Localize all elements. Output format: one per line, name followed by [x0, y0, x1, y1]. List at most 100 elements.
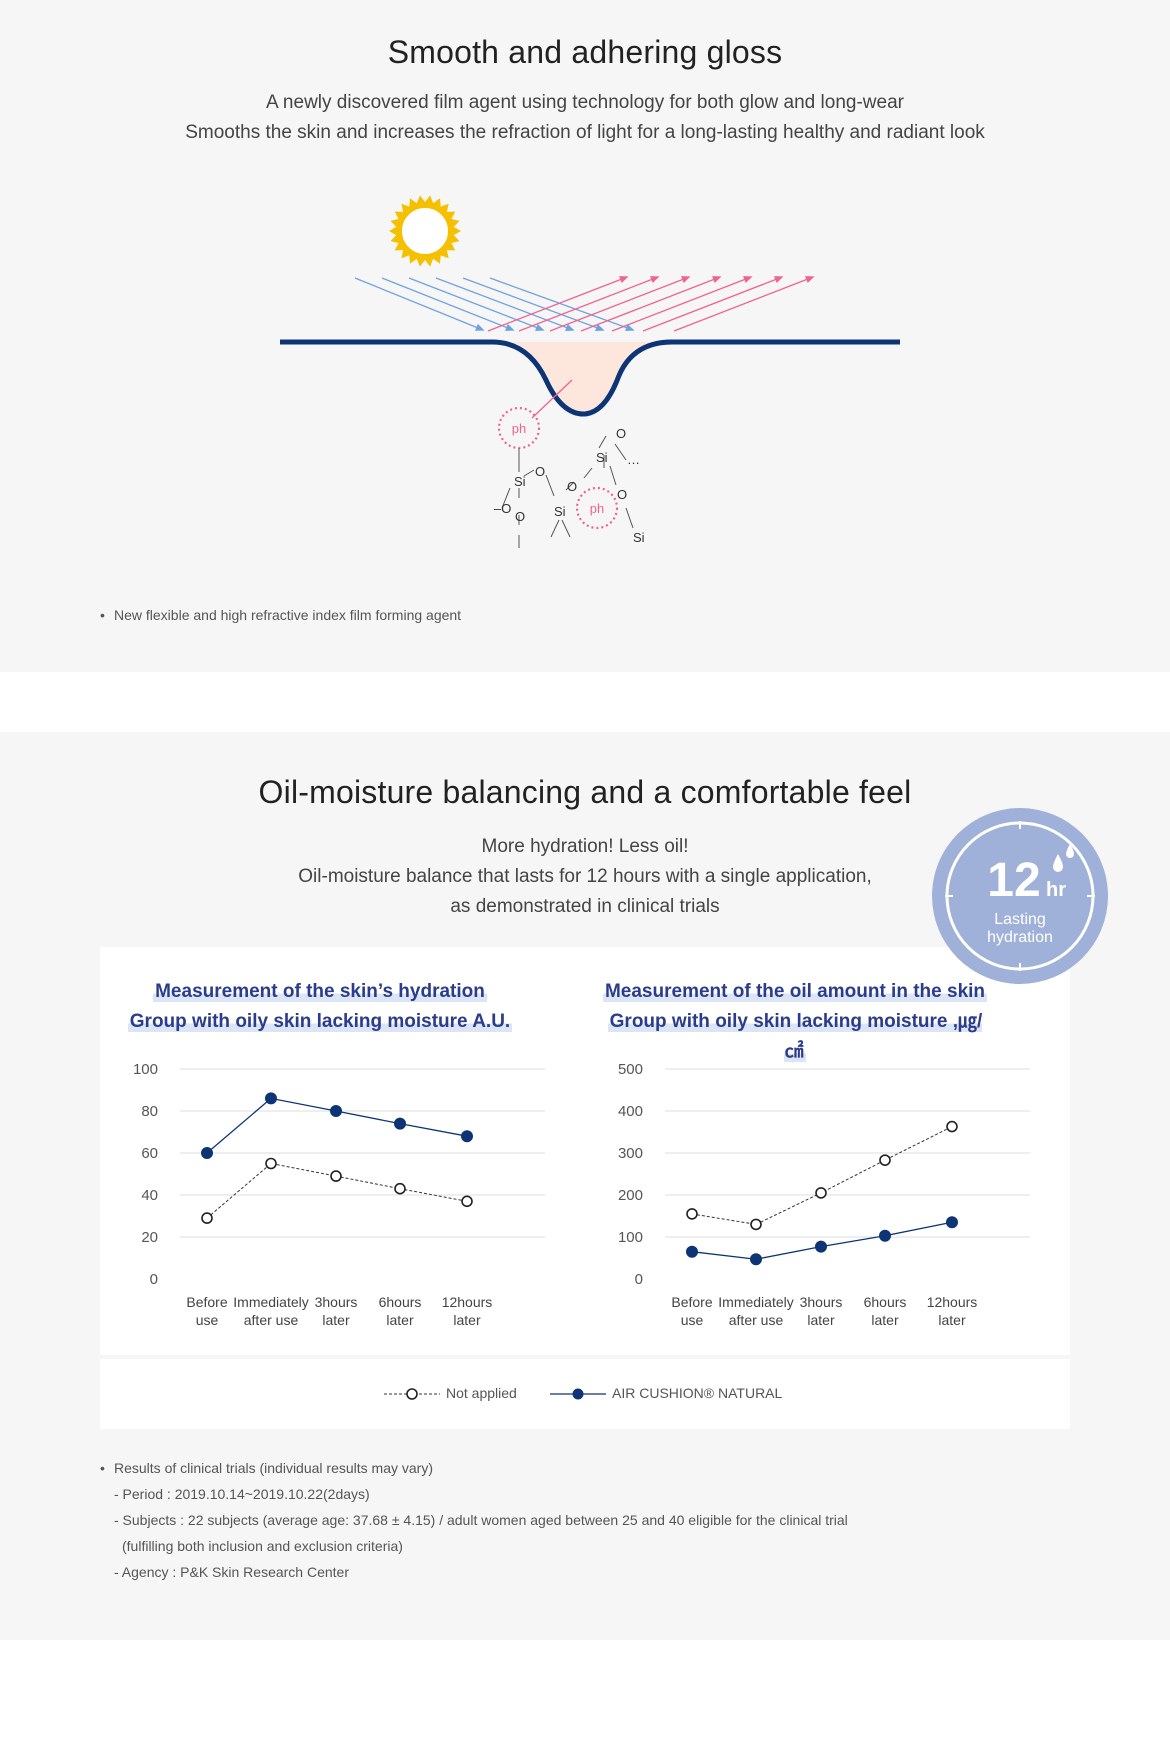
- data-point: [394, 1182, 406, 1195]
- data-point: [946, 1120, 958, 1133]
- incoming-ray: [489, 277, 634, 331]
- charts-panel: Measurement of the skin’s hydration Grou…: [100, 947, 1070, 1355]
- open-circle-marker-icon: [384, 1388, 440, 1401]
- incoming-ray: [462, 277, 604, 331]
- data-point: [461, 1130, 473, 1143]
- x-tick-label: 6hours: [379, 1294, 422, 1310]
- footnote-subjects-cont: (fulfilling both inclusion and exclusion…: [122, 1538, 403, 1554]
- x-tick-label: later: [807, 1312, 835, 1328]
- x-tick-label: later: [453, 1312, 481, 1328]
- data-point: [686, 1245, 698, 1258]
- note-text: New flexible and high refractive index f…: [114, 607, 462, 623]
- si-atom-3: Si: [596, 450, 608, 465]
- x-tick-label: Immediately: [233, 1294, 308, 1310]
- y-tick-label: 100: [133, 1061, 158, 1078]
- ray-arrowhead: [505, 323, 515, 331]
- incoming-ray: [435, 277, 574, 331]
- si-atom-1: Si: [514, 474, 526, 489]
- ray-arrowhead: [774, 276, 784, 284]
- section-subtitle-2: Oil-moisture balance that lasts for 12 h…: [298, 866, 872, 887]
- film-molecule-structure: ph ph Si O: [494, 406, 645, 548]
- ray-arrowhead: [625, 324, 635, 332]
- incoming-light-rays: [354, 277, 635, 332]
- reflected-ray: [611, 276, 752, 332]
- legend-not-applied: Not applied: [384, 1381, 517, 1405]
- x-tick-label: 12hours: [927, 1294, 978, 1310]
- x-tick-label: 6hours: [864, 1294, 907, 1310]
- reflected-ray: [580, 276, 721, 332]
- ray-arrowhead: [619, 276, 629, 284]
- ray-arrowhead: [712, 276, 722, 284]
- water-drop-icon: [1053, 854, 1063, 872]
- si-atom-2: Si: [554, 504, 566, 519]
- footnote-title-text: Results of clinical trials (individual r…: [114, 1460, 433, 1476]
- x-tick-label: Immediately: [718, 1294, 793, 1310]
- y-tick-label: 40: [141, 1187, 158, 1204]
- legend-product: AIR CUSHION® NATURAL: [550, 1381, 782, 1405]
- reflected-ray: [518, 276, 659, 332]
- x-tick-label: later: [322, 1312, 350, 1328]
- x-tick-label: 12hours: [442, 1294, 493, 1310]
- clinical-footnotes: • Results of clinical trials (individual …: [100, 1455, 848, 1585]
- water-drop-icon: [1066, 844, 1074, 858]
- gloss-note: • New flexible and high refractive index …: [100, 602, 461, 628]
- filled-circle-marker-icon: [550, 1388, 606, 1400]
- x-tick-label: later: [938, 1312, 966, 1328]
- ph-label-1: ph: [512, 421, 526, 436]
- bullet-icon: •: [100, 607, 105, 623]
- x-tick-label: 3hours: [315, 1294, 358, 1310]
- y-tick-label: 0: [635, 1271, 643, 1288]
- balance-section: Oil-moisture balancing and a comfortable…: [0, 732, 1170, 1640]
- ray-arrowhead: [565, 324, 575, 331]
- x-tick-label: later: [871, 1312, 899, 1328]
- data-point: [201, 1212, 213, 1224]
- reflected-ray: [642, 276, 783, 332]
- pointer-line: [531, 379, 573, 419]
- chart-title-line1: Measurement of the oil amount in the ski…: [602, 981, 988, 1002]
- ray-arrowhead: [595, 324, 605, 332]
- section-subtitle-3: as demonstrated in clinical trials: [450, 896, 720, 917]
- data-point: [815, 1240, 827, 1253]
- chart-legend: Not applied AIR CUSHION® NATURAL: [100, 1359, 1070, 1429]
- badge-label-1: Lasting: [994, 911, 1046, 928]
- gloss-section: Smooth and adhering gloss A newly discov…: [0, 0, 1170, 672]
- footnote-title: • Results of clinical trials (individual …: [100, 1455, 848, 1481]
- footnote-subjects: - Subjects : 22 subjects (average age: 3…: [114, 1512, 848, 1528]
- ray-arrowhead: [475, 323, 485, 331]
- ray-arrowhead: [743, 276, 753, 284]
- data-point: [330, 1105, 342, 1117]
- chain-ellipsis: …: [627, 452, 640, 467]
- data-point: [201, 1147, 213, 1159]
- skin-surface-line: [280, 339, 900, 417]
- x-tick-label: later: [386, 1312, 414, 1328]
- data-point: [265, 1157, 277, 1170]
- y-tick-label: 60: [141, 1145, 158, 1162]
- y-tick-label: 0: [150, 1271, 158, 1288]
- section-subtitle-1: More hydration! Less oil!: [481, 836, 689, 857]
- ray-arrowhead: [650, 276, 660, 284]
- y-tick-label: 80: [141, 1103, 158, 1120]
- incoming-ray: [354, 277, 484, 331]
- incoming-ray: [408, 277, 544, 331]
- ray-arrowhead: [681, 276, 691, 284]
- ph-group-2: [575, 486, 619, 530]
- x-tick-label: use: [681, 1312, 704, 1328]
- series-line: [691, 1126, 953, 1225]
- reflected-ray: [487, 276, 628, 332]
- reflected-light-rays: [487, 276, 815, 332]
- data-point: [946, 1216, 958, 1229]
- legend-label: Not applied: [446, 1385, 517, 1401]
- chart-title-line2: Group with oily skin lacking moisture A.…: [127, 1011, 513, 1032]
- data-point: [750, 1253, 762, 1266]
- data-point: [461, 1195, 473, 1208]
- legend-label: AIR CUSHION® NATURAL: [612, 1385, 783, 1401]
- badge-number: 12: [987, 854, 1040, 907]
- data-point: [394, 1117, 406, 1130]
- o-atom-5: O: [616, 426, 626, 441]
- x-tick-label: Before: [186, 1294, 227, 1310]
- y-tick-label: 100: [618, 1229, 643, 1246]
- ph-label-2: ph: [590, 501, 604, 516]
- y-tick-label: 20: [141, 1229, 158, 1246]
- footnote-period: - Period : 2019.10.14~2019.10.22(2days): [114, 1486, 370, 1502]
- section-subtitle-2: Smooths the skin and increases the refra…: [185, 122, 985, 143]
